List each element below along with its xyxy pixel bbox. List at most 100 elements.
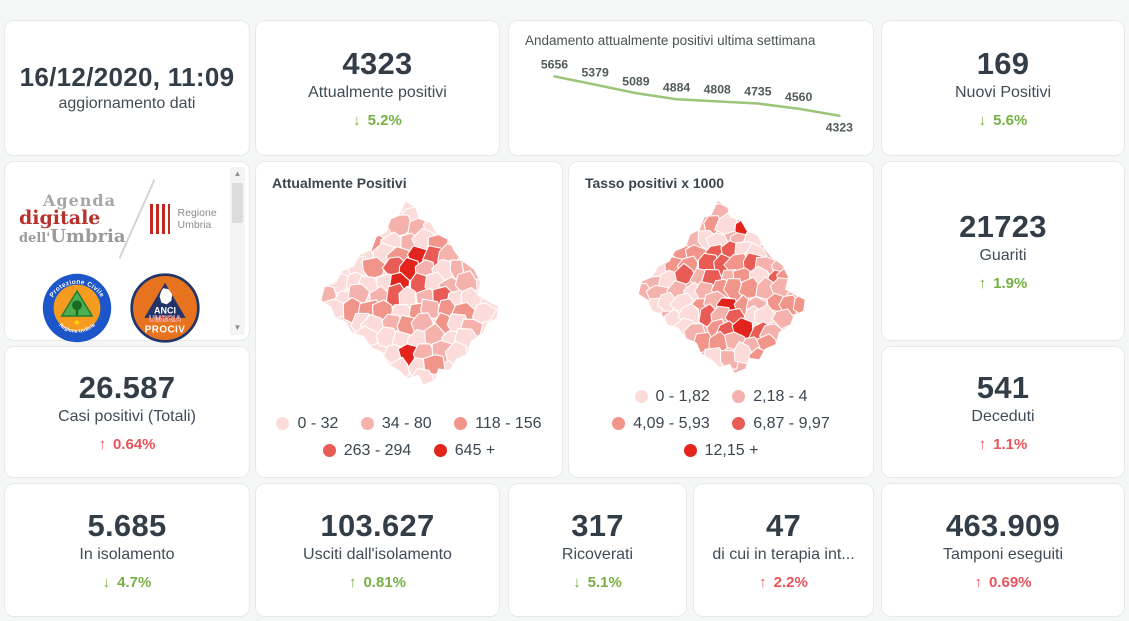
scroll-track[interactable]: [230, 181, 245, 321]
trend-up-icon: ↑: [759, 573, 767, 591]
trend-delta: 4.7%: [117, 573, 152, 591]
legend-label: 0 - 32: [297, 415, 339, 432]
stat-value: 463.909: [945, 508, 1061, 544]
card-nuovi-positivi: 169 Nuovi Positivi ↓ 5.6%: [881, 20, 1125, 156]
scroll-thumb[interactable]: [232, 183, 243, 223]
card-trend-chart: Andamento attualmente positivi ultima se…: [508, 20, 874, 156]
regione-umbria-label: Regione Umbria: [177, 207, 217, 231]
pc-emblem-icon: [74, 319, 80, 326]
trend-delta: 0.81%: [363, 573, 407, 591]
svg-text:4323: 4323: [826, 120, 853, 134]
regione-umbria-logo: Regione Umbria: [149, 204, 223, 234]
trend-delta: 0.69%: [988, 573, 1032, 591]
svg-text:5656: 5656: [541, 58, 568, 72]
map-legend: 0 - 1,82 2,18 - 4 4,09 - 5,93 6,87 - 9,9…: [569, 384, 873, 465]
legend-label: 4,09 - 5,93: [633, 415, 710, 432]
stat-label: In isolamento: [79, 545, 175, 563]
card-logos: Agenda digitale dell'Umbria Regione Umbr…: [4, 161, 250, 344]
stat-value: 4323: [342, 46, 413, 82]
legend-dot: [612, 417, 626, 430]
legend-dot: [683, 444, 697, 457]
stat-trend: ↓ 5.2%: [353, 112, 402, 129]
stat-trend: ↓ 5.1%: [573, 574, 622, 591]
legend-dot: [732, 417, 746, 430]
umbria-choropleth-tasso[interactable]: [621, 195, 821, 379]
legend-label: 2,18 - 4: [753, 388, 808, 405]
card-tamponi: 463.909 Tamponi eseguiti ↑ 0.69%: [881, 483, 1125, 617]
legend-label: 6,87 - 9,97: [753, 415, 830, 432]
regione-umbria-crest-icon: [149, 204, 170, 234]
map-title: Attualmente Positivi: [272, 175, 407, 191]
stat-label: Attualmente positivi: [308, 83, 447, 101]
legend-item: 263 - 294: [322, 438, 411, 463]
anci-umbria-map-icon: [159, 288, 173, 305]
stat-label: Guariti: [979, 246, 1027, 264]
stat-label: Usciti dall'isolamento: [303, 545, 452, 563]
svg-text:4808: 4808: [704, 83, 731, 97]
svg-text:4560: 4560: [785, 90, 812, 104]
svg-text:PROCIV: PROCIV: [145, 324, 186, 335]
agenda-line2: digitale: [19, 206, 101, 229]
trend-up-icon: ↑: [978, 435, 987, 453]
legend-dot: [322, 444, 336, 457]
legend-dot: [454, 417, 468, 430]
scroll-up-button[interactable]: ▲: [233, 169, 242, 178]
trend-down-icon: ↓: [573, 573, 581, 591]
legend-label: 0 - 1,82: [655, 388, 710, 405]
card-terapia-intensiva: 47 di cui in terapia int... ↑ 2.2%: [693, 483, 874, 617]
stat-label: di cui in terapia int...: [712, 545, 855, 563]
legend-dot: [433, 444, 447, 457]
card-in-isolamento: 5.685 In isolamento ↓ 4.7%: [4, 483, 250, 617]
stat-label: Nuovi Positivi: [954, 83, 1052, 101]
stat-value: 317: [571, 508, 624, 544]
chart-title: Andamento attualmente positivi ultima se…: [525, 33, 816, 48]
trend-delta: 5.6%: [993, 111, 1028, 129]
stat-trend: ↑ 1.1%: [979, 436, 1028, 453]
svg-text:4735: 4735: [744, 85, 771, 99]
stat-value: 47: [765, 508, 802, 544]
legend-dot: [276, 417, 290, 430]
trend-down-icon: ↓: [353, 111, 361, 129]
card-usciti-isolamento: 103.627 Usciti dall'isolamento ↑ 0.81%: [255, 483, 500, 617]
legend-item: 4,09 - 5,93: [612, 411, 710, 436]
legend-dot: [732, 390, 746, 403]
trend-delta: 5.1%: [587, 573, 622, 591]
legend-label: 118 - 156: [475, 415, 542, 432]
legend-item: 118 - 156: [454, 411, 542, 436]
map-legend: 0 - 32 34 - 80 118 - 156 263 - 294 645 +: [256, 411, 562, 465]
stat-trend: ↓ 4.7%: [103, 574, 152, 591]
logos-scrollbar[interactable]: ▲ ▼: [230, 167, 245, 335]
stat-value: 169: [976, 46, 1030, 82]
trend-up-icon: ↑: [974, 573, 982, 591]
svg-text:5379: 5379: [581, 66, 608, 80]
trend-line-chart[interactable]: 5656 5379 5089 4884 4808 4735 4560 4323: [525, 50, 859, 150]
logos-bottom-row: Protezione Civile Regione Umbria ANCI UM…: [19, 272, 223, 344]
scroll-down-button[interactable]: ▼: [233, 323, 242, 332]
svg-text:4884: 4884: [663, 80, 690, 94]
legend-item: 0 - 32: [276, 411, 338, 436]
protezione-civile-logo: Protezione Civile Regione Umbria: [42, 273, 112, 343]
stat-trend: ↑ 0.81%: [349, 574, 406, 591]
svg-text:UMBRIA: UMBRIA: [149, 315, 181, 324]
stat-trend: ↓ 5.6%: [979, 112, 1028, 129]
agenda-line1: Agenda: [43, 190, 116, 210]
stat-value: 21723: [959, 209, 1047, 245]
trend-up-icon: ↑: [978, 274, 987, 292]
legend-dot: [634, 390, 648, 403]
legend-item: 6,87 - 9,97: [732, 411, 830, 436]
umbria-choropleth-attualmente[interactable]: [304, 195, 514, 391]
legend-label: 12,15 +: [704, 442, 759, 459]
card-ricoverati: 317 Ricoverati ↓ 5.1%: [508, 483, 687, 617]
card-updated: 16/12/2020, 11:09 aggiornamento dati: [4, 20, 250, 156]
trend-up-icon: ↑: [348, 573, 357, 591]
logos-top-row: Agenda digitale dell'Umbria Regione Umbr…: [19, 176, 223, 262]
agenda-digitale-logo: Agenda digitale dell'Umbria: [19, 190, 126, 247]
updated-caption: aggiornamento dati: [58, 94, 196, 112]
card-guariti: 21723 Guariti ↑ 1.9%: [881, 161, 1125, 341]
trend-down-icon: ↓: [978, 111, 987, 129]
anci-prociv-logo: ANCI UMBRIA PROCIV: [130, 273, 200, 343]
agenda-line3: dell'Umbria: [19, 225, 126, 247]
stat-trend: ↑ 0.64%: [98, 436, 155, 453]
legend-item: 0 - 1,82: [634, 384, 710, 409]
stat-value: 26.587: [78, 370, 176, 406]
